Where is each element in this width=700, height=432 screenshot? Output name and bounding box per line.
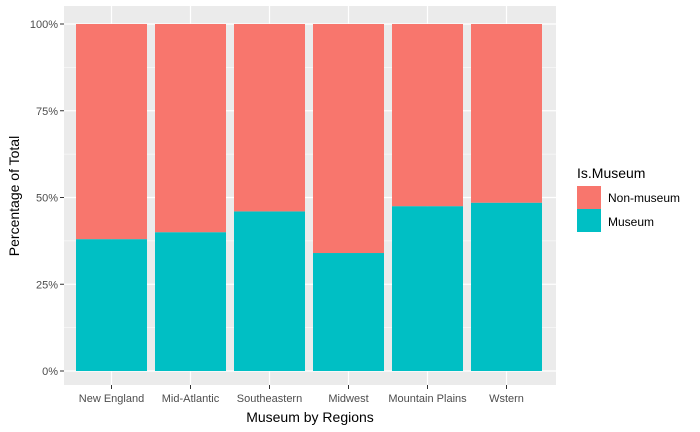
x-tick-label: New England <box>79 393 144 405</box>
y-tick-label: 25% <box>36 279 58 291</box>
bars <box>76 24 542 371</box>
bar-non-museum <box>392 24 463 207</box>
bar-non-museum <box>471 24 542 203</box>
y-axis: 0% 25% 50% 75% 100% <box>30 19 64 378</box>
y-tick-label: 0% <box>42 366 58 378</box>
legend-label-non-museum: Non-museum <box>608 191 680 205</box>
legend: Is.Museum Non-museum Museum <box>577 165 680 232</box>
x-axis: New England Mid-Atlantic Southeastern Midwe… <box>79 385 524 405</box>
legend-label-museum: Museum <box>608 215 654 229</box>
y-tick-label: 75% <box>36 106 58 118</box>
bar-non-museum <box>76 24 147 240</box>
bar-museum <box>155 232 226 371</box>
y-axis-title: Percentage of Total <box>6 136 22 256</box>
x-tick-label: Wstern <box>489 393 524 405</box>
bar-museum <box>234 211 305 371</box>
bar-museum <box>313 253 384 371</box>
x-tick-label: Mountain Plains <box>388 393 467 405</box>
legend-title: Is.Museum <box>577 165 645 181</box>
x-axis-title: Museum by Regions <box>246 409 374 425</box>
legend-key-non-museum <box>577 186 601 209</box>
bar-non-museum <box>155 24 226 233</box>
bar-museum <box>76 239 147 371</box>
bar-non-museum <box>313 24 384 254</box>
legend-key-museum <box>577 209 601 232</box>
x-tick-label: Mid-Atlantic <box>162 393 220 405</box>
y-tick-label: 50% <box>36 193 58 205</box>
y-tick-label: 100% <box>30 19 58 31</box>
x-tick-label: Southeastern <box>237 393 302 405</box>
bar-non-museum <box>234 24 305 212</box>
bar-museum <box>392 206 463 371</box>
bar-museum <box>471 202 542 371</box>
x-tick-label: Midwest <box>328 393 368 405</box>
